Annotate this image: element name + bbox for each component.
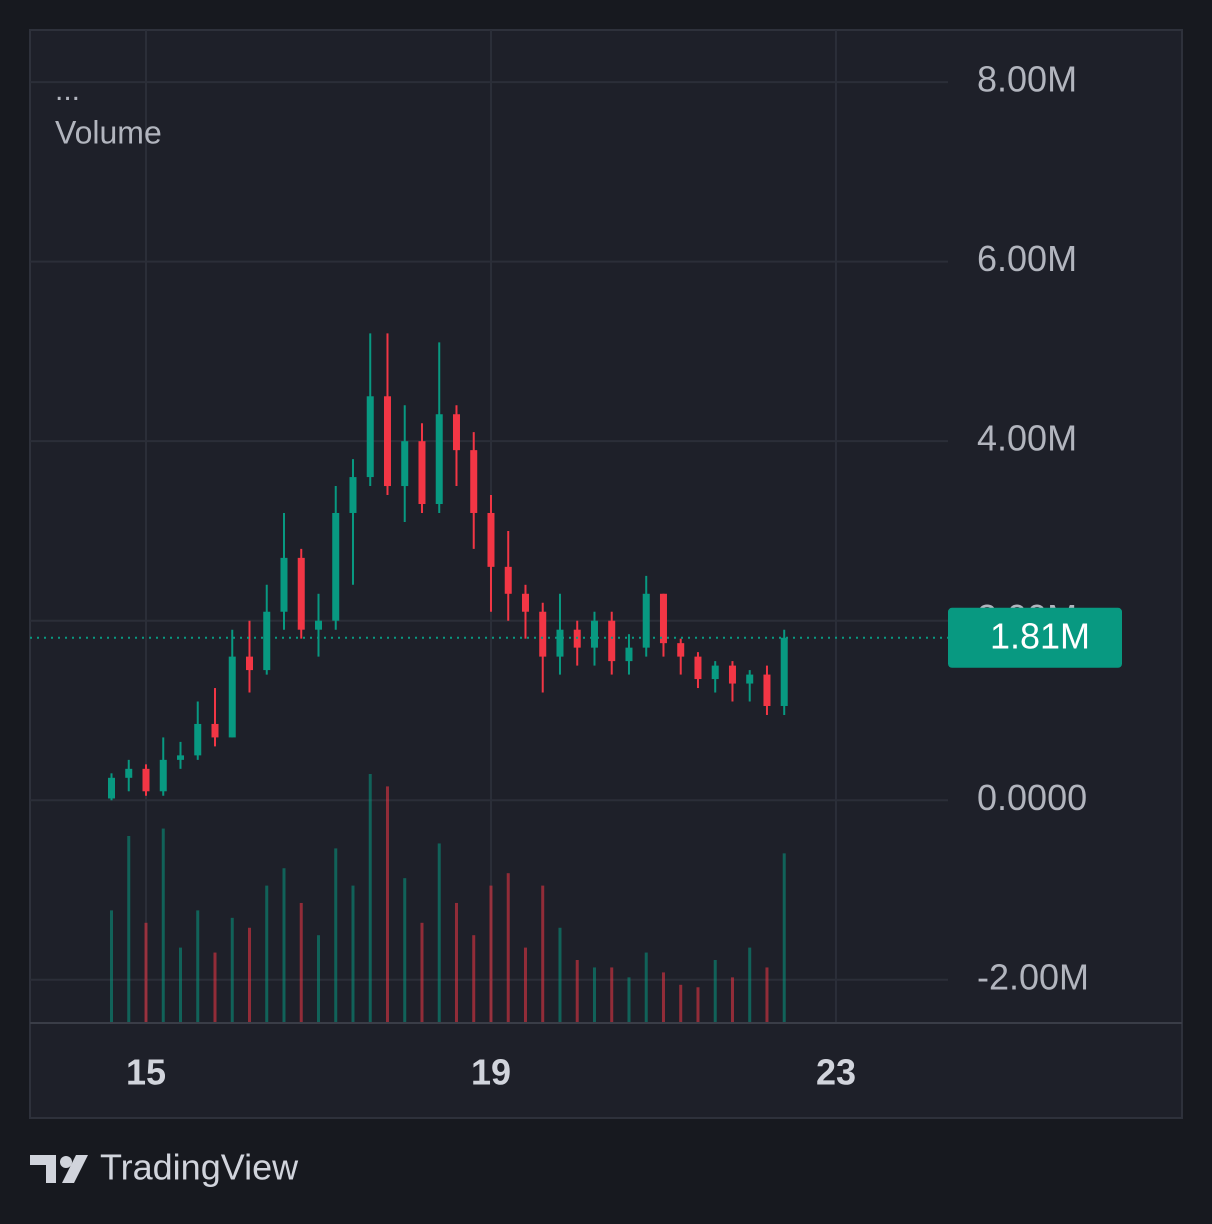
volume-bar — [592, 967, 596, 1022]
candle-body — [418, 441, 426, 505]
volume-bar — [196, 910, 200, 1022]
volume-bar — [178, 947, 182, 1022]
volume-bar — [265, 885, 269, 1022]
volume-bar — [558, 927, 562, 1022]
brand-name: TradingView — [100, 1147, 299, 1188]
volume-bar — [575, 960, 579, 1022]
candle-body — [159, 759, 167, 792]
y-tick-label: 8.00M — [977, 59, 1077, 100]
legend-menu[interactable]: ... — [55, 74, 80, 107]
volume-bar — [627, 977, 631, 1022]
candle-body — [780, 637, 788, 706]
volume-bar — [506, 873, 510, 1022]
x-tick-label: 15 — [126, 1052, 166, 1093]
candle-body — [642, 593, 650, 648]
candle-body — [452, 414, 460, 451]
volume-bar — [782, 853, 786, 1022]
volume-bar — [299, 902, 303, 1022]
candle-body — [194, 723, 202, 756]
volume-bar — [282, 868, 286, 1022]
volume-bar — [437, 843, 441, 1022]
candle-body — [470, 450, 478, 513]
candle-body — [228, 656, 236, 738]
candle-body — [366, 396, 374, 478]
candle-body — [694, 656, 702, 680]
candle-body — [314, 620, 322, 630]
volume-bar — [351, 885, 355, 1022]
candle-body — [125, 768, 133, 778]
volume-bar — [334, 848, 338, 1022]
volume-bar — [713, 960, 717, 1022]
candle-body — [349, 477, 357, 513]
volume-bar — [748, 947, 752, 1022]
candle-body — [142, 768, 150, 792]
grid — [30, 30, 948, 1022]
volume-bar — [316, 935, 320, 1022]
chart-frame — [29, 29, 1183, 1119]
volume-bar — [523, 947, 527, 1022]
candle-body — [590, 620, 598, 648]
volume-bar — [127, 836, 131, 1022]
candle-body — [659, 593, 667, 644]
candle-body — [176, 755, 184, 760]
volume-bar — [385, 786, 389, 1022]
candle-body — [711, 665, 719, 680]
candle-body — [746, 674, 754, 684]
candle-body — [383, 396, 391, 487]
candle-body — [556, 629, 564, 657]
brand-logo — [30, 1155, 88, 1183]
candle-body — [608, 620, 616, 662]
candle-body — [263, 611, 271, 671]
candle-body — [677, 643, 685, 657]
volume-bars — [110, 774, 786, 1022]
candle-body — [297, 557, 305, 630]
candle-body — [625, 647, 633, 662]
volume-bar — [247, 927, 251, 1022]
volume-bar — [679, 984, 683, 1022]
volume-bar — [765, 967, 769, 1022]
candle-body — [108, 777, 116, 799]
volume-bar — [696, 987, 700, 1022]
volume-bar — [489, 885, 493, 1022]
x-tick-label: 19 — [471, 1052, 511, 1093]
volume-bar — [213, 952, 217, 1022]
candle-body — [211, 723, 219, 738]
volume-bar — [403, 878, 407, 1022]
x-tick-label: 23 — [816, 1052, 856, 1093]
candle-body — [763, 674, 771, 706]
y-tick-label: -2.00M — [977, 956, 1089, 997]
candle-body — [504, 566, 512, 594]
volume-bar — [730, 977, 734, 1022]
candle-body — [728, 665, 736, 684]
volume-bar — [644, 952, 648, 1022]
y-tick-label: 4.00M — [977, 418, 1077, 459]
volume-bar — [110, 910, 114, 1022]
candles — [108, 333, 788, 801]
y-tick-label: 6.00M — [977, 238, 1077, 279]
last-price-badge — [948, 607, 1122, 668]
volume-bar — [610, 967, 614, 1022]
volume-bar — [472, 935, 476, 1022]
legend-label: Volume — [55, 114, 162, 150]
volume-bar — [161, 828, 165, 1022]
candle-body — [245, 656, 253, 671]
candle-body — [521, 593, 529, 612]
candle-body — [332, 512, 340, 621]
volume-bar — [368, 774, 372, 1022]
last-price-label: 1.81M — [990, 615, 1090, 656]
candle-body — [539, 611, 547, 657]
candle-body — [487, 512, 495, 567]
volume-bar — [230, 917, 234, 1022]
candle-body — [401, 441, 409, 487]
y-tick-label: 0.0000 — [977, 777, 1087, 818]
volume-bar — [420, 922, 424, 1022]
candle-body — [435, 414, 443, 505]
volume-bar — [541, 885, 545, 1022]
candle-body — [280, 557, 288, 612]
volume-bar — [661, 972, 665, 1022]
volume-bar — [454, 902, 458, 1022]
volume-bar — [144, 922, 148, 1022]
